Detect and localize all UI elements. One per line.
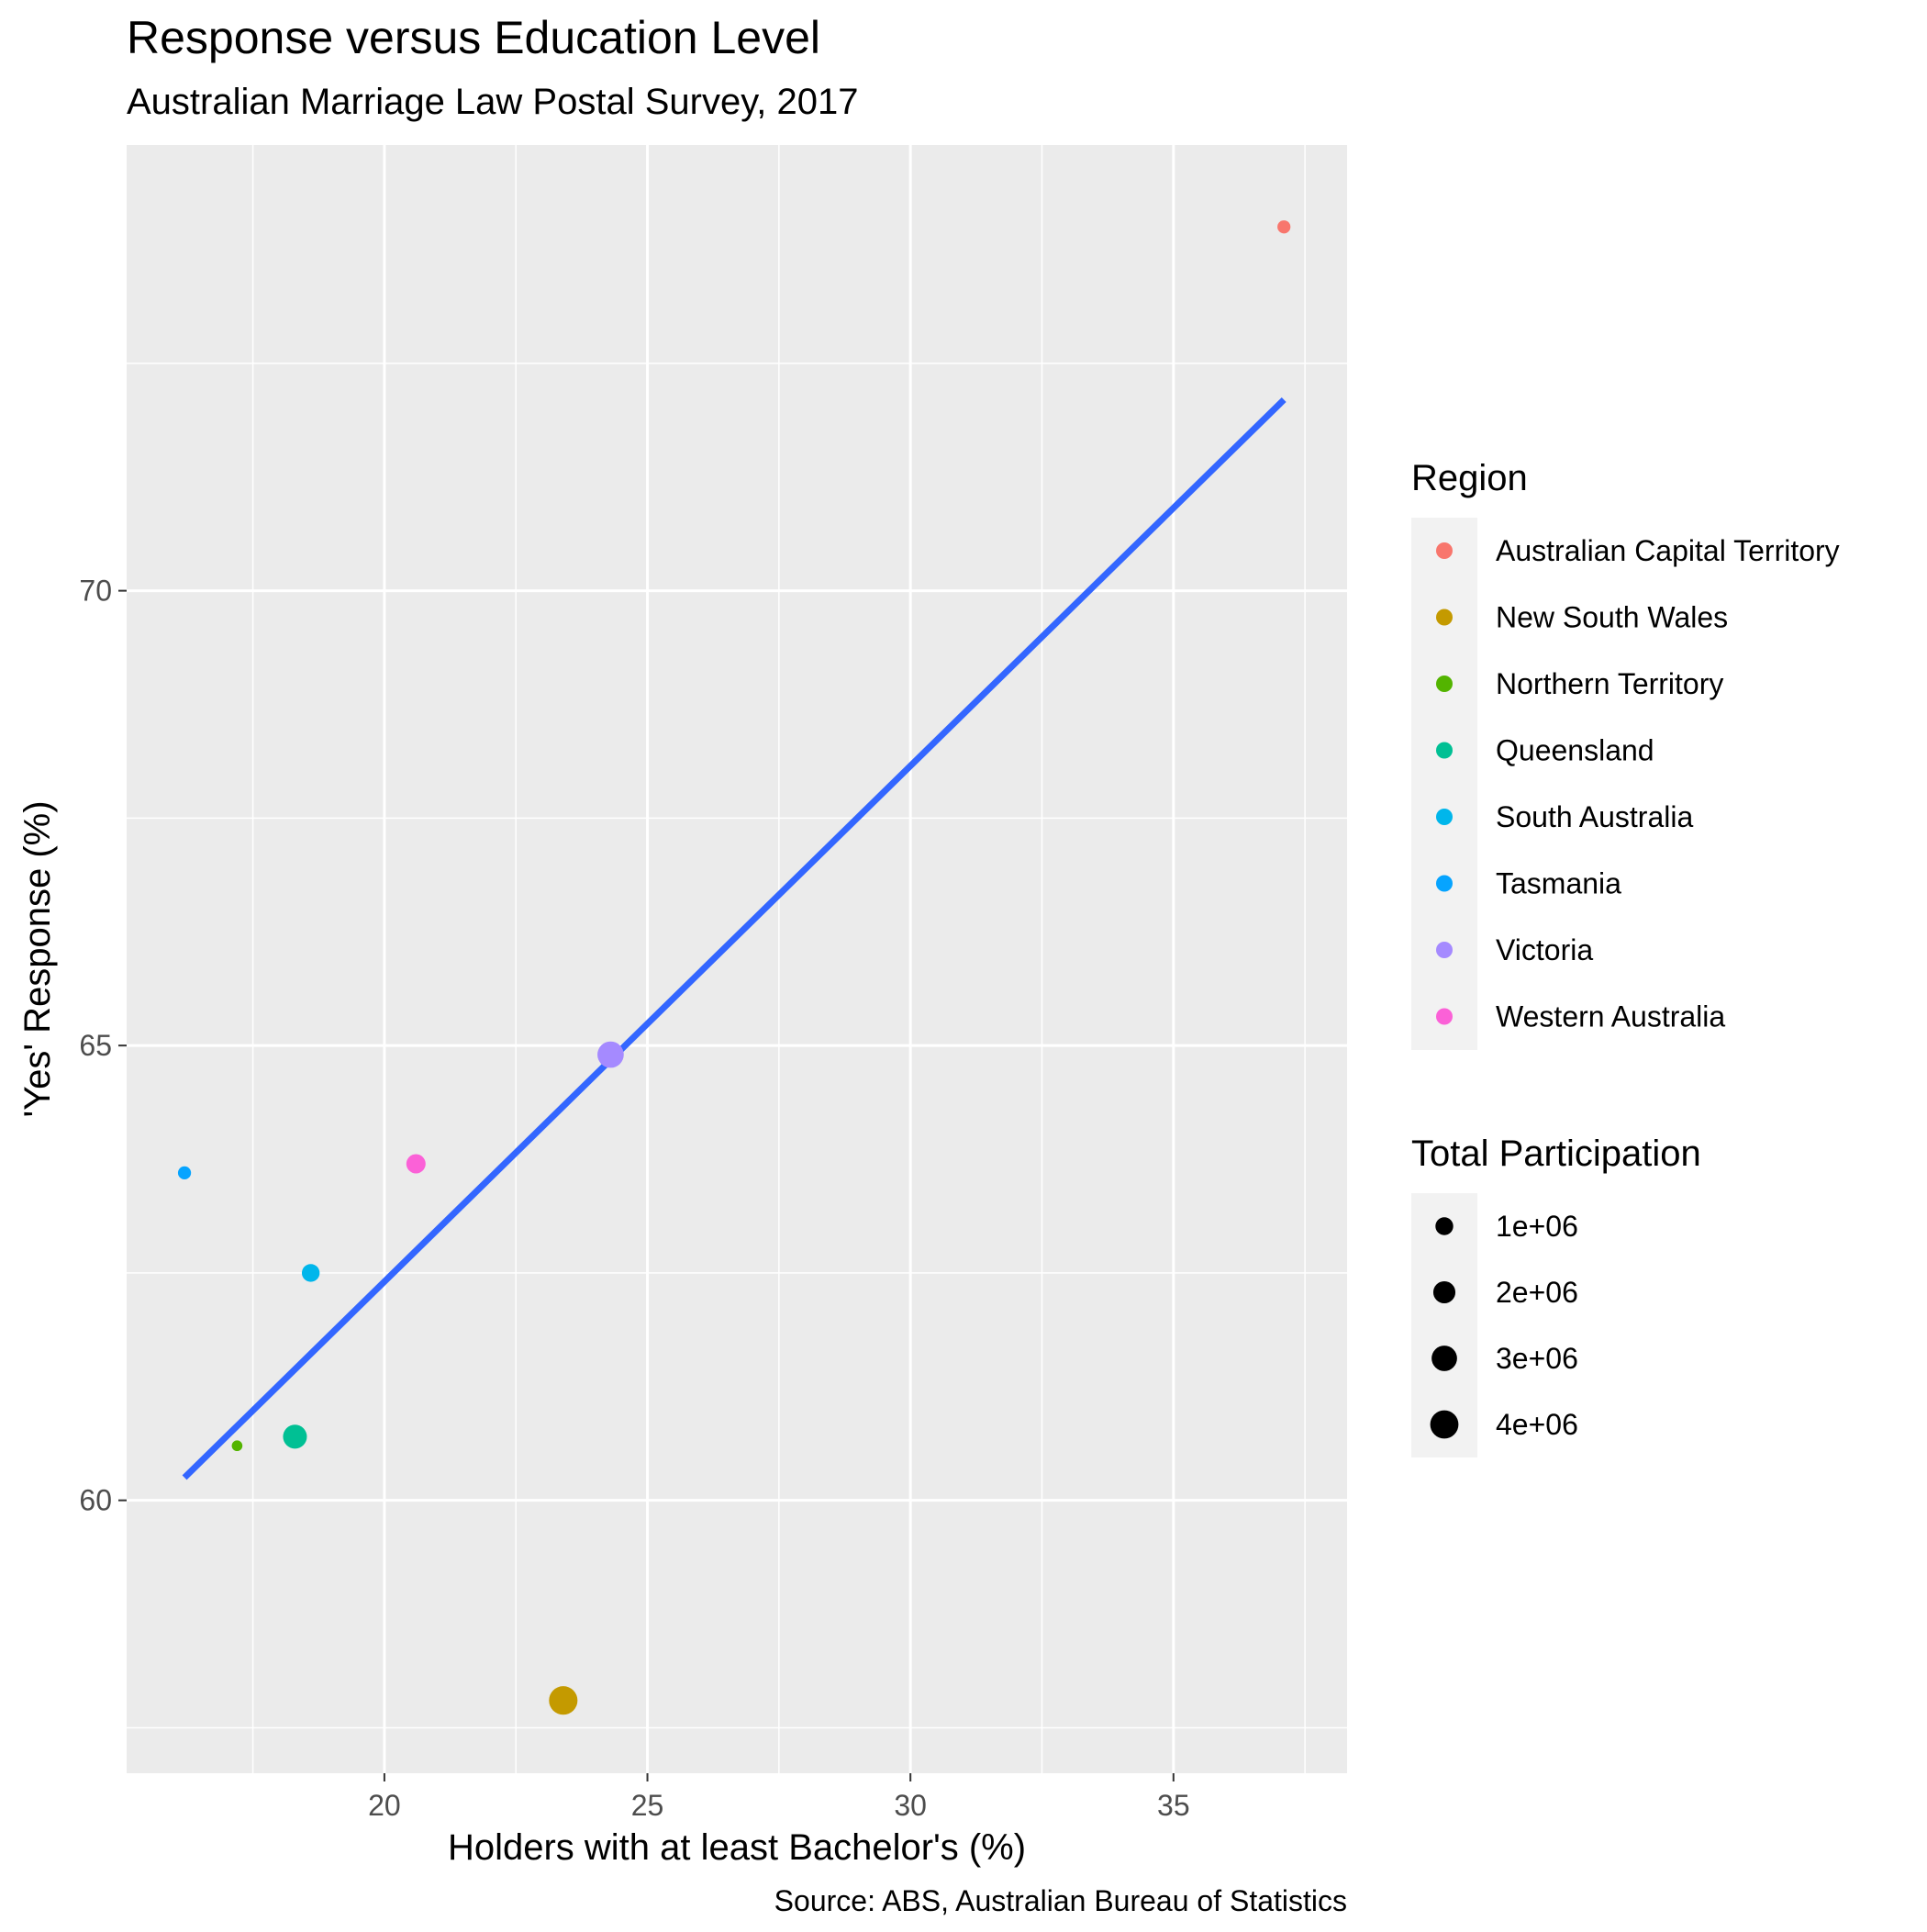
- legend-key-tasmania: [1436, 875, 1453, 892]
- x-tick-label: 25: [631, 1789, 664, 1822]
- legend-key-victoria: [1436, 942, 1453, 958]
- legend-label-queensland: Queensland: [1496, 734, 1654, 767]
- chart-caption: Source: ABS, Australian Bureau of Statis…: [774, 1884, 1347, 1917]
- x-axis: 20 25 30 35: [368, 1773, 1190, 1822]
- point-tasmania: [177, 1166, 192, 1180]
- legend-label-western-australia: Western Australia: [1496, 1000, 1725, 1033]
- size-legend-title: Total Participation: [1411, 1134, 1701, 1174]
- point-northern-territory: [231, 1440, 243, 1452]
- point-queensland: [283, 1424, 307, 1449]
- size-legend-key: [1430, 1410, 1459, 1439]
- x-tick-label: 20: [368, 1789, 401, 1822]
- y-axis: 60 65 70: [79, 575, 127, 1517]
- point-new-south-wales: [549, 1686, 578, 1715]
- legend-key-south-australia: [1436, 809, 1453, 825]
- x-axis-label: Holders with at least Bachelor's (%): [448, 1827, 1026, 1868]
- region-legend-keys-background: [1411, 518, 1477, 1050]
- legend-label-australian-capital-territory: Australian Capital Territory: [1496, 534, 1840, 567]
- y-tick-label: 60: [79, 1484, 112, 1517]
- region-legend: Australian Capital Territory New South Wa…: [1436, 534, 1840, 1033]
- x-tick-label: 30: [894, 1789, 927, 1822]
- size-legend-key: [1435, 1217, 1454, 1235]
- legend-label-northern-territory: Northern Territory: [1496, 667, 1723, 700]
- legend-label-tasmania: Tasmania: [1496, 867, 1621, 900]
- size-legend: 1e+06 2e+06 3e+06 4e+06: [1430, 1210, 1578, 1441]
- point-western-australia: [406, 1154, 426, 1174]
- minor-gridlines: [127, 145, 1347, 1773]
- legend-key-northern-territory: [1436, 676, 1453, 692]
- legend-key-queensland: [1436, 742, 1453, 759]
- regression-line: [182, 396, 1287, 1480]
- legend-label-new-south-wales: New South Wales: [1496, 601, 1728, 634]
- point-victoria: [597, 1041, 624, 1068]
- legend-key-new-south-wales: [1436, 609, 1453, 626]
- point-australian-capital-territory: [1277, 220, 1291, 234]
- size-legend-label: 3e+06: [1496, 1342, 1578, 1375]
- size-legend-label: 4e+06: [1496, 1408, 1578, 1441]
- chart-title: Response versus Education Level: [127, 12, 820, 63]
- x-tick-label: 35: [1157, 1789, 1190, 1822]
- legend-key-western-australia: [1436, 1008, 1453, 1025]
- plot-panel: [127, 145, 1347, 1773]
- point-south-australia: [301, 1264, 320, 1282]
- size-legend-label: 2e+06: [1496, 1276, 1578, 1309]
- major-gridlines: [127, 145, 1347, 1773]
- regression-line-group: [182, 396, 1287, 1480]
- region-legend-title: Region: [1411, 458, 1528, 498]
- legend-label-victoria: Victoria: [1496, 933, 1593, 966]
- size-legend-key: [1431, 1346, 1457, 1371]
- legend-key-australian-capital-territory: [1436, 542, 1453, 559]
- y-axis-label: 'Yes' Response (%): [17, 800, 58, 1117]
- points-group: [177, 220, 1291, 1715]
- y-tick-label: 65: [79, 1029, 112, 1062]
- legend-label-south-australia: South Australia: [1496, 800, 1693, 833]
- y-tick-label: 70: [79, 575, 112, 608]
- chart-subtitle: Australian Marriage Law Postal Survey, 2…: [127, 82, 858, 122]
- size-legend-label: 1e+06: [1496, 1210, 1578, 1243]
- size-legend-key: [1432, 1280, 1456, 1304]
